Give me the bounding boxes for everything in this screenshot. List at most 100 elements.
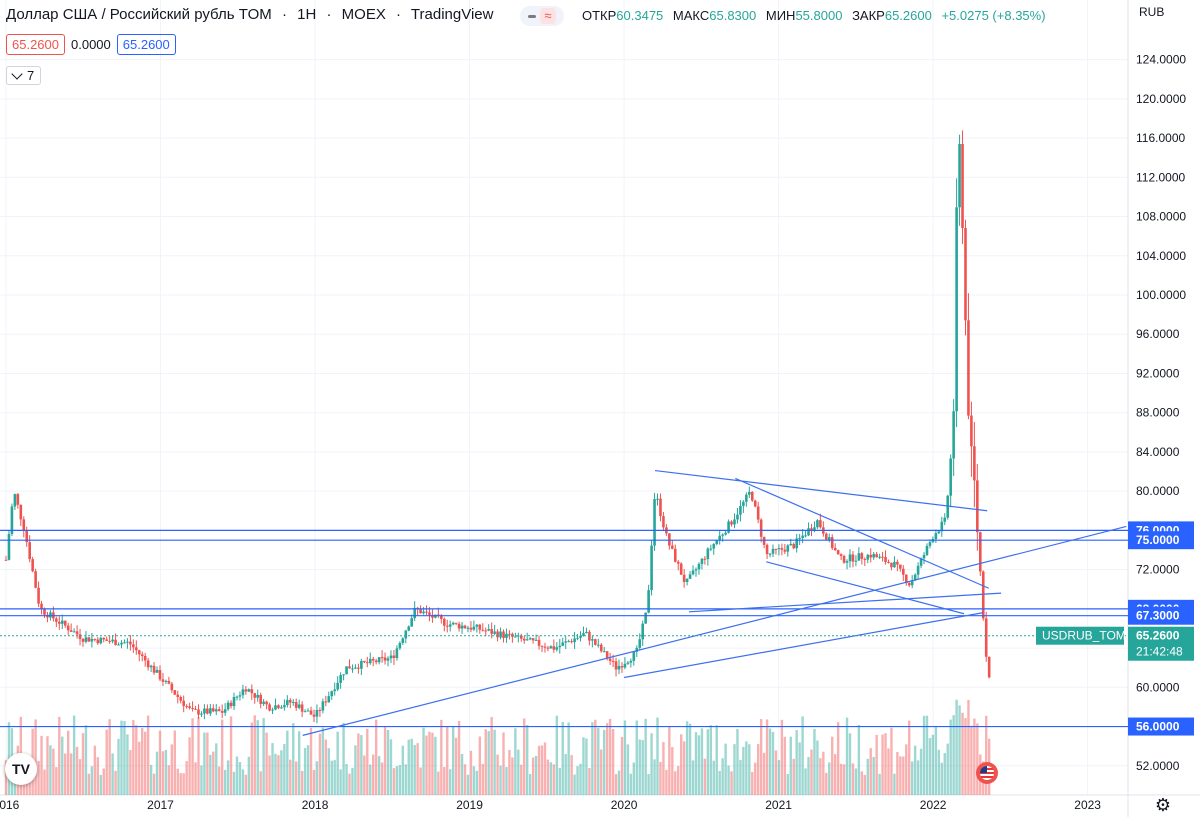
candle-body: [404, 630, 408, 639]
volume-bar: [377, 756, 381, 795]
volume-bar: [508, 749, 511, 795]
volume-bar: [905, 744, 908, 795]
volume-bar: [179, 773, 182, 795]
tradingview-logo-icon[interactable]: TV: [5, 753, 37, 785]
trendline: [766, 561, 965, 615]
gear-icon[interactable]: ⚙: [1154, 795, 1172, 815]
volume-bar: [822, 751, 825, 795]
volume-bar: [404, 764, 407, 795]
candle-body: [209, 708, 212, 714]
volume-bar: [585, 738, 588, 795]
candle-body: [564, 641, 568, 643]
candle-body: [626, 662, 630, 664]
volume-bar: [303, 747, 307, 795]
volume-bar: [635, 720, 638, 795]
candle-body: [801, 535, 804, 538]
volume-bar: [312, 769, 316, 795]
candle-body: [49, 612, 52, 618]
candle-body: [694, 569, 698, 571]
candle-body: [611, 660, 615, 662]
candle-body: [798, 537, 801, 539]
candle-body: [37, 587, 40, 604]
volume-bar: [638, 739, 641, 795]
indicators-toggle[interactable]: 7: [6, 66, 42, 85]
candle-body: [748, 491, 751, 495]
volume-bar: [306, 745, 310, 795]
volume-bar: [440, 719, 443, 795]
candle-body: [259, 694, 262, 704]
candle-body: [514, 636, 517, 638]
separator: ·: [396, 6, 402, 23]
volume-bar: [780, 719, 784, 795]
candle-body: [605, 651, 609, 659]
volume-bar: [49, 745, 52, 795]
candle-body: [262, 701, 265, 704]
candle-body: [99, 637, 103, 644]
candle-body: [226, 702, 230, 710]
candle-body: [525, 639, 529, 641]
volume-bar: [75, 746, 79, 795]
candle-body: [842, 556, 846, 563]
volume-bar: [413, 744, 416, 795]
candle-body: [671, 545, 674, 549]
candle-body: [336, 682, 339, 690]
candle-body: [910, 580, 914, 586]
volume-bar: [715, 725, 718, 795]
volume-bar: [916, 760, 920, 795]
candle-body: [197, 709, 200, 715]
candle-body: [4, 559, 8, 561]
volume-bar: [443, 766, 446, 795]
volume-bar: [679, 734, 683, 795]
candle-body: [63, 620, 67, 626]
volume-bar: [783, 736, 787, 795]
source-label: TradingView: [410, 6, 494, 23]
y-tick-label: 108.0000: [1136, 210, 1186, 224]
candle-body: [795, 538, 798, 549]
candle-body: [884, 557, 887, 563]
candle-body: [55, 618, 58, 622]
candle-body: [90, 638, 94, 642]
candle-body: [881, 556, 884, 558]
candle-body: [987, 656, 991, 678]
volume-bar: [431, 732, 434, 795]
volume-bar: [499, 765, 502, 795]
sell-price-button[interactable]: 65.2600: [6, 34, 65, 55]
candle-body: [531, 638, 535, 641]
candle-body: [87, 637, 91, 642]
candle-body: [58, 621, 61, 624]
candle-body: [283, 705, 286, 708]
volume-bar: [620, 736, 624, 795]
candle-body: [413, 607, 416, 619]
volume-bar: [665, 769, 668, 795]
wave-icon: ≈: [540, 8, 556, 24]
candle-body: [549, 646, 553, 649]
indicators-count: 7: [27, 68, 35, 83]
volume-bar: [247, 756, 251, 795]
candle-body: [718, 535, 721, 541]
candle-body: [519, 635, 523, 639]
candle-body: [425, 611, 428, 613]
candle-body: [478, 624, 482, 630]
candle-body: [469, 627, 473, 630]
interval-label[interactable]: 1Н: [297, 6, 317, 23]
volume-bar: [697, 735, 701, 795]
compare-toggle-button[interactable]: ≈: [520, 6, 564, 26]
volume-bar: [487, 731, 490, 795]
candle-body: [907, 583, 911, 586]
symbol-title[interactable]: Доллар США / Российский рубль TOM: [6, 6, 272, 23]
y-tick-label: 120.0000: [1136, 92, 1186, 106]
candle-body: [928, 542, 932, 546]
candle-body: [608, 658, 612, 661]
buy-price-button[interactable]: 65.2600: [116, 34, 176, 55]
volume-bar: [576, 766, 579, 795]
volume-bar: [167, 765, 171, 795]
volume-bar: [360, 735, 363, 795]
candle-body: [318, 710, 322, 712]
currency-label[interactable]: RUB: [1139, 5, 1165, 19]
candle-body: [804, 535, 807, 537]
candle-body: [422, 611, 425, 614]
volume-bar: [132, 720, 135, 795]
volume-bar: [191, 718, 194, 795]
y-tick-label: 112.0000: [1136, 170, 1185, 184]
